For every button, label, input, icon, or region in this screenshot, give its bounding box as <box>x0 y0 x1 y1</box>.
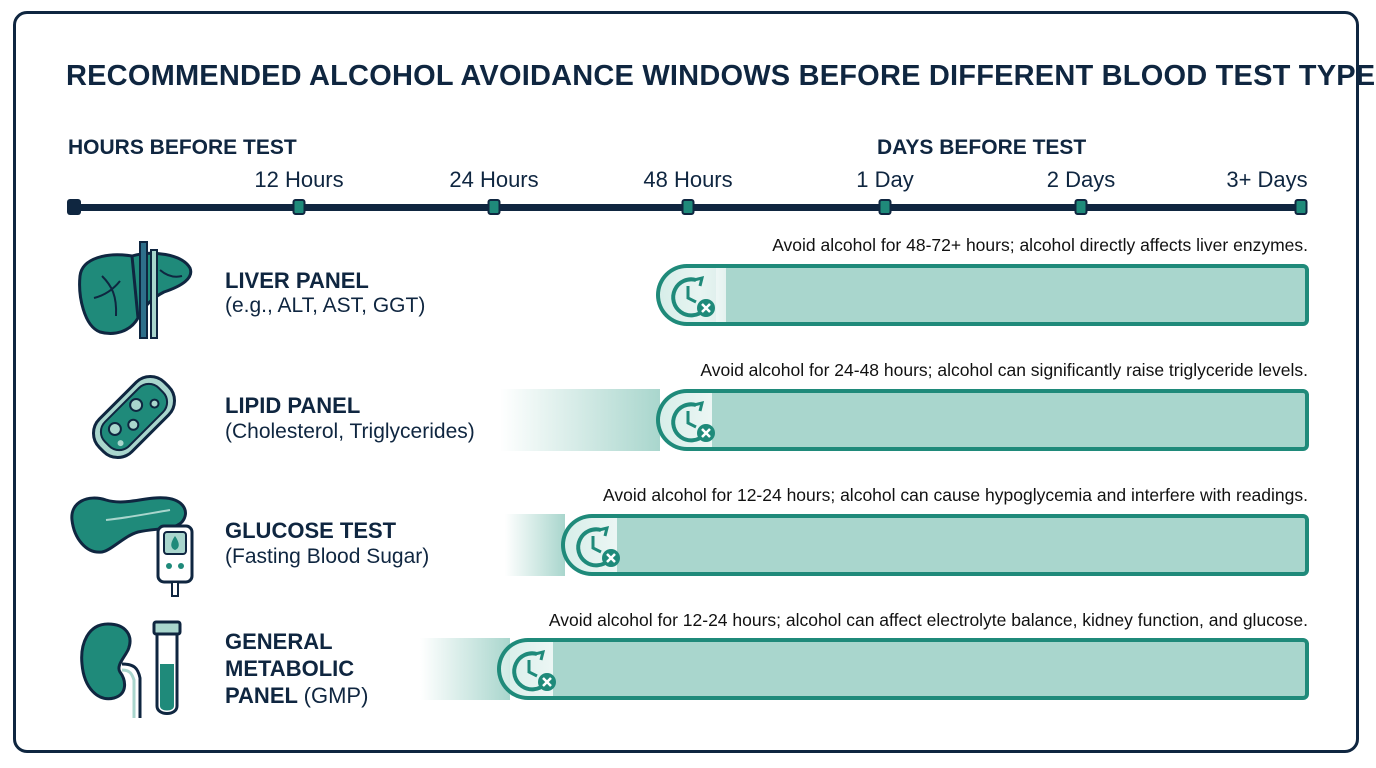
page-title: RECOMMENDED ALCOHOL AVOIDANCE WINDOWS BE… <box>66 60 1376 92</box>
row-name-gmp-panel: PANEL <box>225 683 298 708</box>
row-name-lipid-panel: LIPID PANEL <box>225 393 361 418</box>
tick-mark-2-days <box>1074 199 1088 215</box>
clock-cancel-icon <box>671 400 715 443</box>
row-note-glucose-test: Avoid alcohol for 12-24 hours; alcohol c… <box>603 485 1308 505</box>
row-sub-liver-panel: (e.g., ALT, AST, GGT) <box>225 294 426 317</box>
tick-label-3-days: 3+ Days <box>1226 167 1308 192</box>
row-name-gmp-line2: METABOLIC <box>225 656 355 681</box>
pancreas-glucometer-icon <box>70 496 194 597</box>
tick-mark-48-hours <box>681 199 695 215</box>
row-name-gmp-suffix: (GMP) <box>303 683 369 708</box>
tick-mark-24-hours <box>487 199 501 215</box>
row-name-glucose-test: GLUCOSE TEST <box>225 518 397 543</box>
tick-label-2-days: 2 Days <box>1046 167 1116 192</box>
infographic-frame <box>13 11 1359 753</box>
hours-heading: HOURS BEFORE TEST <box>68 136 297 159</box>
row-note-liver-panel: Avoid alcohol for 48-72+ hours; alcohol … <box>772 235 1308 255</box>
bar-fade-gmp <box>420 638 510 700</box>
bar-fade-lipid <box>500 389 660 451</box>
kidney-test-tube-icon <box>80 620 182 718</box>
clock-cancel-icon <box>512 649 556 692</box>
bar-edge-liver-bottom <box>686 322 726 326</box>
row-name-liver-panel: LIVER PANEL <box>225 268 369 293</box>
clock-cancel-icon <box>671 275 715 318</box>
timeline-start-marker <box>67 199 81 215</box>
clock-cancel-icon <box>576 525 620 568</box>
tick-label-24-hours: 24 Hours <box>449 167 539 192</box>
tick-label-12-hours: 12 Hours <box>254 167 344 192</box>
row-name-gmp: GENERAL METABOLIC PANEL (GMP) <box>225 628 368 709</box>
row-name-gmp-line1: GENERAL <box>225 629 333 654</box>
avoidance-bar-gmp <box>553 638 1309 700</box>
bar-fade-glucose <box>505 514 565 576</box>
avoidance-bar-lipid <box>712 389 1309 451</box>
liver-icon <box>78 241 193 339</box>
row-sub-lipid-panel: (Cholesterol, Triglycerides) <box>225 420 475 443</box>
avoidance-bar-glucose <box>617 514 1309 576</box>
row-note-lipid-panel: Avoid alcohol for 24-48 hours; alcohol c… <box>700 360 1308 380</box>
blood-vessel-icon <box>91 374 177 460</box>
avoidance-bar-liver <box>726 264 1309 326</box>
tick-mark-12-hours <box>292 199 306 215</box>
row-sub-glucose-test: (Fasting Blood Sugar) <box>225 545 430 568</box>
bar-edge-liver-top <box>686 264 726 268</box>
row-note-gmp: Avoid alcohol for 12-24 hours; alcohol c… <box>548 610 1308 630</box>
tick-mark-3-days <box>1294 199 1308 215</box>
tick-label-48-hours: 48 Hours <box>643 167 733 192</box>
days-heading: DAYS BEFORE TEST <box>877 136 1087 159</box>
row-name-gmp-line3: PANEL (GMP) <box>225 682 368 709</box>
tick-label-1-day: 1 Day <box>856 167 914 192</box>
tick-mark-1-day <box>878 199 892 215</box>
